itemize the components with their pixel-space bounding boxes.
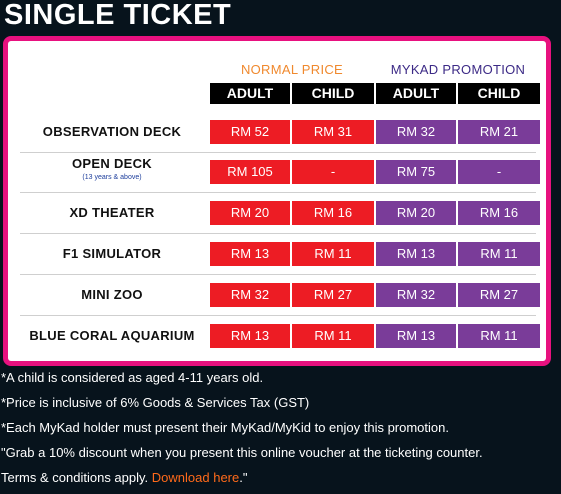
row-label: BLUE CORAL AQUARIUM	[20, 328, 204, 343]
col-header-normal-child: CHILD	[292, 83, 374, 104]
mykad-promotion-header: MYKAD PROMOTION	[390, 62, 526, 77]
attraction-name: F1 SIMULATOR	[62, 246, 162, 261]
price-cell-normal-adult: RM 52	[210, 120, 290, 144]
price-cell-mykad-adult: RM 20	[376, 201, 456, 225]
price-cell-mykad-adult: RM 32	[376, 283, 456, 307]
price-cell-normal-adult: RM 13	[210, 242, 290, 266]
price-cell-normal-child: RM 31	[292, 120, 374, 144]
row-label: F1 SIMULATOR	[20, 246, 204, 261]
attraction-name: XD THEATER	[69, 205, 155, 220]
attraction-name: MINI ZOO	[81, 287, 143, 302]
price-cell-normal-child: RM 11	[292, 324, 374, 348]
row-label: XD THEATER	[20, 205, 204, 220]
price-cell-mykad-child: RM 27	[458, 283, 540, 307]
col-header-mykad-adult: ADULT	[376, 83, 456, 104]
price-cell-normal-child: RM 11	[292, 242, 374, 266]
price-cell-mykad-child: RM 16	[458, 201, 540, 225]
col-header-normal-adult: ADULT	[210, 83, 290, 104]
attraction-name: OPEN DECK	[72, 156, 152, 171]
row-divider	[20, 274, 536, 275]
terms-text: Terms & conditions apply.	[1, 470, 152, 485]
price-cell-normal-adult: RM 105	[210, 160, 290, 184]
attraction-name: OBSERVATION DECK	[42, 124, 182, 139]
price-cell-normal-child: -	[292, 160, 374, 184]
download-link[interactable]: Download here	[151, 470, 240, 485]
price-cell-mykad-child: RM 11	[458, 324, 540, 348]
footnotes: *A child is considered as aged 4-11 year…	[0, 369, 561, 494]
row-divider	[20, 192, 536, 193]
note-gst: *Price is inclusive of 6% Goods & Servic…	[1, 395, 310, 410]
price-cell-mykad-child: RM 21	[458, 120, 540, 144]
price-cell-normal-adult: RM 20	[210, 201, 290, 225]
note-mykad: *Each MyKad holder must present their My…	[1, 420, 449, 435]
price-table-panel: NORMAL PRICE MYKAD PROMOTION ADULT CHILD…	[3, 36, 551, 366]
row-label: OBSERVATION DECK	[20, 124, 204, 139]
col-header-mykad-child: CHILD	[458, 83, 540, 104]
row-divider	[20, 152, 536, 153]
price-cell-normal-adult: RM 32	[210, 283, 290, 307]
price-cell-mykad-adult: RM 13	[376, 242, 456, 266]
terms-closing: ."	[239, 470, 248, 485]
note-terms: Terms & conditions apply. Download here.…	[0, 469, 561, 494]
price-cell-mykad-adult: RM 13	[376, 324, 456, 348]
price-cell-normal-child: RM 16	[292, 201, 374, 225]
page-title: SINGLE TICKET	[4, 0, 232, 31]
price-cell-mykad-child: RM 11	[458, 242, 540, 266]
price-cell-mykad-adult: RM 75	[376, 160, 456, 184]
price-cell-normal-adult: RM 13	[210, 324, 290, 348]
row-label: MINI ZOO	[20, 287, 204, 302]
attraction-name: BLUE CORAL AQUARIUM	[29, 328, 195, 343]
price-cell-mykad-adult: RM 32	[376, 120, 456, 144]
row-divider	[20, 315, 536, 316]
price-cell-mykad-child: -	[458, 160, 540, 184]
normal-price-header: NORMAL PRICE	[240, 62, 344, 77]
row-label: OPEN DECK (13 years & above)	[20, 156, 204, 181]
note-child-age: *A child is considered as aged 4-11 year…	[1, 370, 264, 385]
price-cell-normal-child: RM 27	[292, 283, 374, 307]
attraction-note: (13 years & above)	[82, 174, 142, 181]
row-divider	[20, 233, 536, 234]
note-discount: "Grab a 10% discount when you present th…	[1, 445, 483, 460]
